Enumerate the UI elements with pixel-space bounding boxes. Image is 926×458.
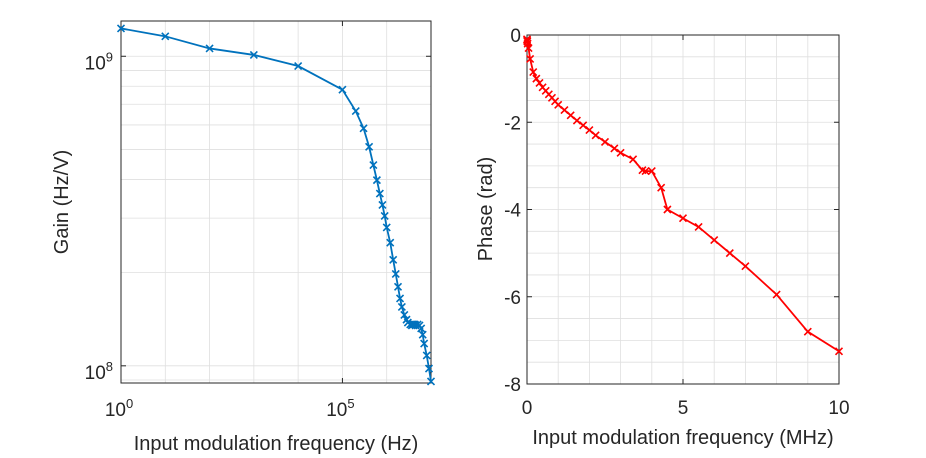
phase-data-point [657,183,666,192]
gain-data-point [393,282,403,291]
gain-chart: 100 105 109 108 Input modulation frequency … [51,20,436,455]
gain-series-markers [116,24,436,386]
phase-data-point [641,167,650,176]
phase-series-markers [522,35,844,356]
gain-data-point [116,24,126,33]
gain-data-point [205,44,214,53]
phase-data-point [710,235,719,245]
gain-data-point [397,302,406,311]
gain-chart-grid [120,21,432,383]
phase-data-point [610,144,619,153]
phase-data-point [523,37,532,46]
phase-data-point [772,290,781,299]
phase-x-axis-label: Input modulation frequency (MHz) [532,427,833,449]
phase-data-point [647,167,656,176]
gain-y-axis-label: Gain (Hz/V) [51,150,73,254]
phase-data-point [616,148,625,157]
phase-y-tick-label: 0 [510,26,521,47]
gain-data-point [417,324,426,333]
gain-chart-tick-labels: 100 105 109 108 [85,49,355,421]
gain-data-point [249,50,258,59]
phase-data-point [591,131,600,140]
phase-data-point [741,262,750,271]
phase-data-point [532,74,541,83]
gain-data-point [375,189,384,198]
phase-y-tick-label: -8 [504,375,521,396]
gain-y-tick-label: 109 [85,49,113,74]
phase-data-point [694,222,703,232]
phase-data-point [579,121,588,130]
phase-y-tick-label: -4 [504,201,521,222]
gain-y-tick-label: 108 [85,359,113,384]
gain-data-point [378,200,387,209]
phase-data-point [529,68,538,77]
phase-data-point [629,155,638,164]
gain-data-point [424,364,434,373]
phase-chart: 0 5 10 0 -2 -4 -6 -8 Input modulation frequency… [475,26,850,449]
gain-data-point [426,377,436,386]
gain-data-point [418,330,427,339]
gain-x-axis-label: Input modulation frequency (Hz) [134,433,419,455]
phase-data-point [535,78,544,88]
gain-series-line [120,27,432,382]
gain-data-point [294,61,303,71]
phase-chart-tick-labels: 0 5 10 0 -2 -4 -6 -8 [504,26,849,419]
gain-data-point [389,255,398,264]
phase-x-tick-label: 10 [828,398,849,419]
phase-data-point [803,327,812,336]
gain-data-point [365,142,374,151]
gain-data-point [372,176,381,185]
gain-x-tick-label: 105 [326,396,354,421]
phase-x-tick-label: 0 [522,398,533,419]
gain-data-point [338,85,347,94]
gain-data-point [369,161,378,170]
phase-y-tick-label: -2 [504,113,521,134]
gain-data-point [386,238,395,247]
gain-x-tick-label: 100 [105,396,133,421]
gain-data-point [420,339,429,348]
phase-y-tick-label: -6 [504,288,521,309]
phase-data-point [524,44,533,53]
phase-data-point [834,347,844,356]
gain-data-point [400,310,409,320]
phase-data-point [526,54,535,64]
phase-data-point [600,137,610,146]
gain-chart-axes-box [120,20,432,384]
phase-x-tick-label: 5 [678,398,689,419]
gain-data-point [351,107,360,116]
gain-data-point [161,32,170,41]
gain-data-point [395,294,405,303]
phase-data-point [725,249,734,258]
gain-data-point [422,351,431,360]
phase-data-point [572,116,581,125]
phase-chart-ticks [526,34,840,385]
phase-data-point [678,214,688,223]
gain-data-point [359,124,368,133]
phase-chart-grid [526,34,840,385]
gain-data-point [380,211,389,220]
gain-data-point [382,223,391,232]
phase-y-axis-label: Phase (rad) [475,157,497,262]
gain-data-point [391,269,400,279]
phase-data-point [663,205,672,214]
